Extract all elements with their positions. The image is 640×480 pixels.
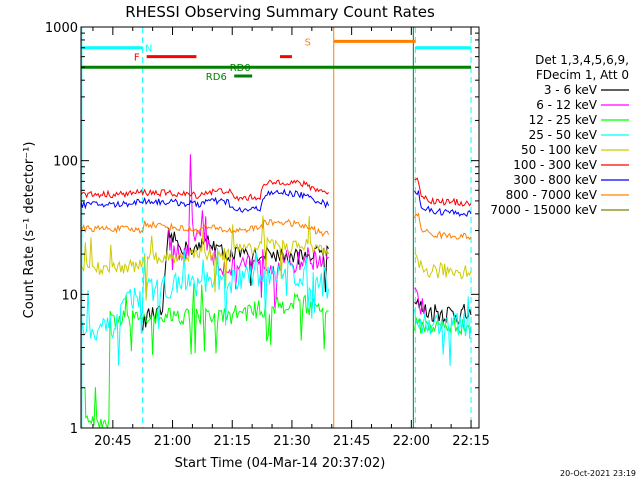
legend-label: 800 - 7000 keV xyxy=(506,188,598,202)
legend-header-line: Det 1,3,4,5,6,9, xyxy=(535,53,629,67)
flag-label: F xyxy=(134,53,140,64)
flag-bar: RD0 xyxy=(81,63,472,74)
series-group xyxy=(80,177,472,207)
flag-label: RD0 xyxy=(230,63,251,74)
x-axis-label: Start Time (04-Mar-14 20:37:02) xyxy=(175,456,386,471)
x-tick-label: 21:15 xyxy=(214,434,251,449)
y-tick-label: 1 xyxy=(70,422,78,437)
series-line xyxy=(168,154,329,308)
x-tick-label: 22:00 xyxy=(393,434,430,449)
legend-label: 50 - 100 keV xyxy=(521,143,598,157)
y-tick-label: 10 xyxy=(61,288,78,303)
plot-frame xyxy=(80,26,480,429)
legend-label: 7000 - 15000 keV xyxy=(490,203,597,217)
footer-timestamp: 20-Oct-2021 23:19 xyxy=(560,469,636,478)
x-tick-label: 21:00 xyxy=(154,434,191,449)
series-line xyxy=(80,247,330,366)
legend-label: 6 - 12 keV xyxy=(536,98,598,112)
series-group xyxy=(80,215,472,301)
series-line xyxy=(80,179,329,202)
chart-title: RHESSI Observing Summary Count Rates xyxy=(125,3,435,21)
flag-bar: F xyxy=(134,53,197,64)
flag-bar: N xyxy=(81,44,472,55)
y-axis-label: Count Rate (s⁻¹ detector⁻¹) xyxy=(22,142,37,319)
x-tick-label: 21:30 xyxy=(273,434,310,449)
series-line xyxy=(80,218,330,237)
series-line xyxy=(414,177,472,207)
series-group xyxy=(80,212,472,241)
flag-label: S xyxy=(305,37,311,48)
series-line xyxy=(84,283,329,430)
series-group xyxy=(80,247,472,367)
series-line xyxy=(414,212,472,241)
flag-label: RD6 xyxy=(206,72,227,83)
x-tick-label: 22:15 xyxy=(452,434,489,449)
series-line xyxy=(414,252,472,280)
legend-label: 300 - 800 keV xyxy=(513,173,597,187)
flag-bar: RD6 xyxy=(206,72,253,83)
legend-header-line: FDecim 1, Att 0 xyxy=(536,68,629,82)
series-line xyxy=(80,215,330,301)
series-line xyxy=(414,296,472,367)
y-tick-label: 1000 xyxy=(45,21,78,36)
legend: Det 1,3,4,5,6,9, FDecim 1, Att 0 3 - 6 k… xyxy=(490,53,629,217)
y-tick-label: 100 xyxy=(53,155,78,170)
legend-label: 12 - 25 keV xyxy=(529,113,598,127)
x-tick-label: 21:45 xyxy=(333,434,370,449)
legend-label: 3 - 6 keV xyxy=(544,83,598,97)
series-line xyxy=(414,190,472,217)
series-group xyxy=(168,154,426,315)
legend-label: 100 - 300 keV xyxy=(513,158,597,172)
x-tick-label: 20:45 xyxy=(94,434,131,449)
axes: 1 10 100 1000 20:45 21:00 21:15 21:30 21:45 22:00… xyxy=(45,21,490,449)
series-group xyxy=(80,188,472,217)
series-line xyxy=(80,188,330,213)
legend-label: 25 - 50 keV xyxy=(529,128,598,142)
flag-label: N xyxy=(145,44,152,55)
flag-bar: S xyxy=(305,37,416,48)
series-line xyxy=(414,287,426,315)
